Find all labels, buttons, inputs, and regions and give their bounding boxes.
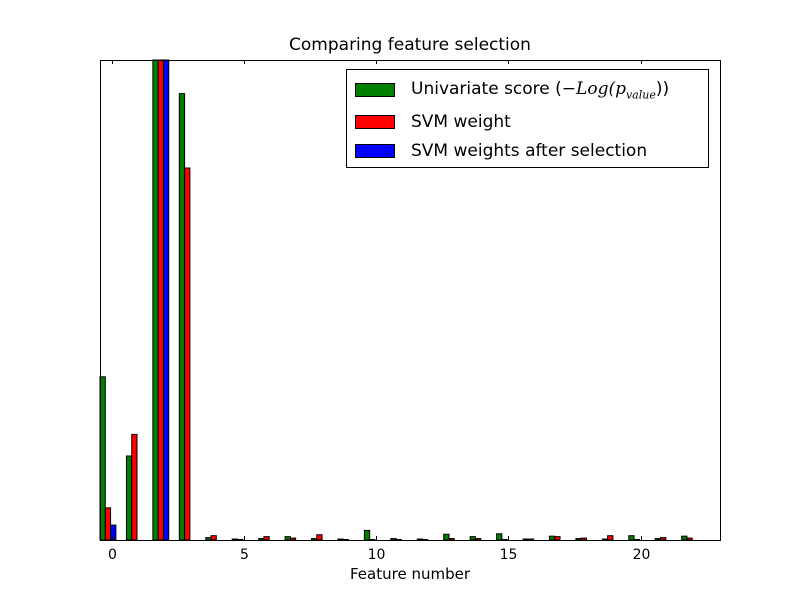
chart-title: Comparing feature selection xyxy=(289,35,531,55)
bar xyxy=(686,537,693,541)
legend-item-univariate: Univariate score (−Log(pvalue)) xyxy=(355,78,670,102)
bar xyxy=(416,538,424,541)
bar xyxy=(660,537,667,541)
bar xyxy=(469,536,476,541)
bar xyxy=(554,536,561,541)
bar xyxy=(110,524,117,541)
bar xyxy=(231,538,238,541)
bar xyxy=(654,538,662,541)
bar xyxy=(162,59,170,541)
bar xyxy=(131,433,138,541)
bar xyxy=(178,93,186,541)
legend-item-svm-after-selection: SVM weights after selection xyxy=(355,141,647,161)
legend-swatch-green xyxy=(355,83,395,97)
x-tick-label: 20 xyxy=(632,547,651,563)
bar xyxy=(628,535,635,541)
bar xyxy=(607,535,614,541)
bar xyxy=(363,529,371,541)
bar xyxy=(548,535,556,541)
legend-label: SVM weight xyxy=(411,112,511,132)
legend-swatch-red xyxy=(355,115,395,129)
bar xyxy=(205,537,212,541)
bar xyxy=(152,59,159,541)
bar xyxy=(601,538,609,541)
bar xyxy=(104,507,112,541)
bar xyxy=(184,167,191,541)
bar xyxy=(337,538,344,541)
bar xyxy=(258,538,265,541)
x-tick-label: 10 xyxy=(367,547,386,563)
bar xyxy=(311,538,318,541)
bar xyxy=(443,533,450,541)
legend-item-svm-weight: SVM weight xyxy=(355,112,511,132)
x-tick-label: 0 xyxy=(108,547,117,563)
legend-swatch-blue xyxy=(355,144,395,158)
bar xyxy=(575,538,582,541)
bar xyxy=(284,536,291,541)
legend: Univariate score (−Log(pvalue)) SVM weig… xyxy=(346,69,709,168)
bar xyxy=(522,538,529,541)
bar xyxy=(681,535,688,541)
bar xyxy=(316,534,323,541)
bar xyxy=(125,455,133,541)
x-axis-label: Feature number xyxy=(350,565,470,583)
ticks-group xyxy=(112,60,642,540)
bar xyxy=(157,59,164,541)
bar xyxy=(474,538,482,541)
legend-label: Univariate score (−Log(pvalue)) xyxy=(411,78,670,102)
bar xyxy=(496,533,503,541)
bar xyxy=(263,536,270,541)
x-tick-label: 15 xyxy=(499,547,518,563)
bar xyxy=(580,537,587,541)
bar xyxy=(210,535,217,541)
x-tick-label: 5 xyxy=(240,547,249,563)
axes-frame xyxy=(100,60,721,541)
bar xyxy=(448,538,455,541)
legend-label: SVM weights after selection xyxy=(411,141,648,161)
bar xyxy=(527,538,535,541)
bar xyxy=(390,538,397,541)
bar xyxy=(289,537,297,541)
